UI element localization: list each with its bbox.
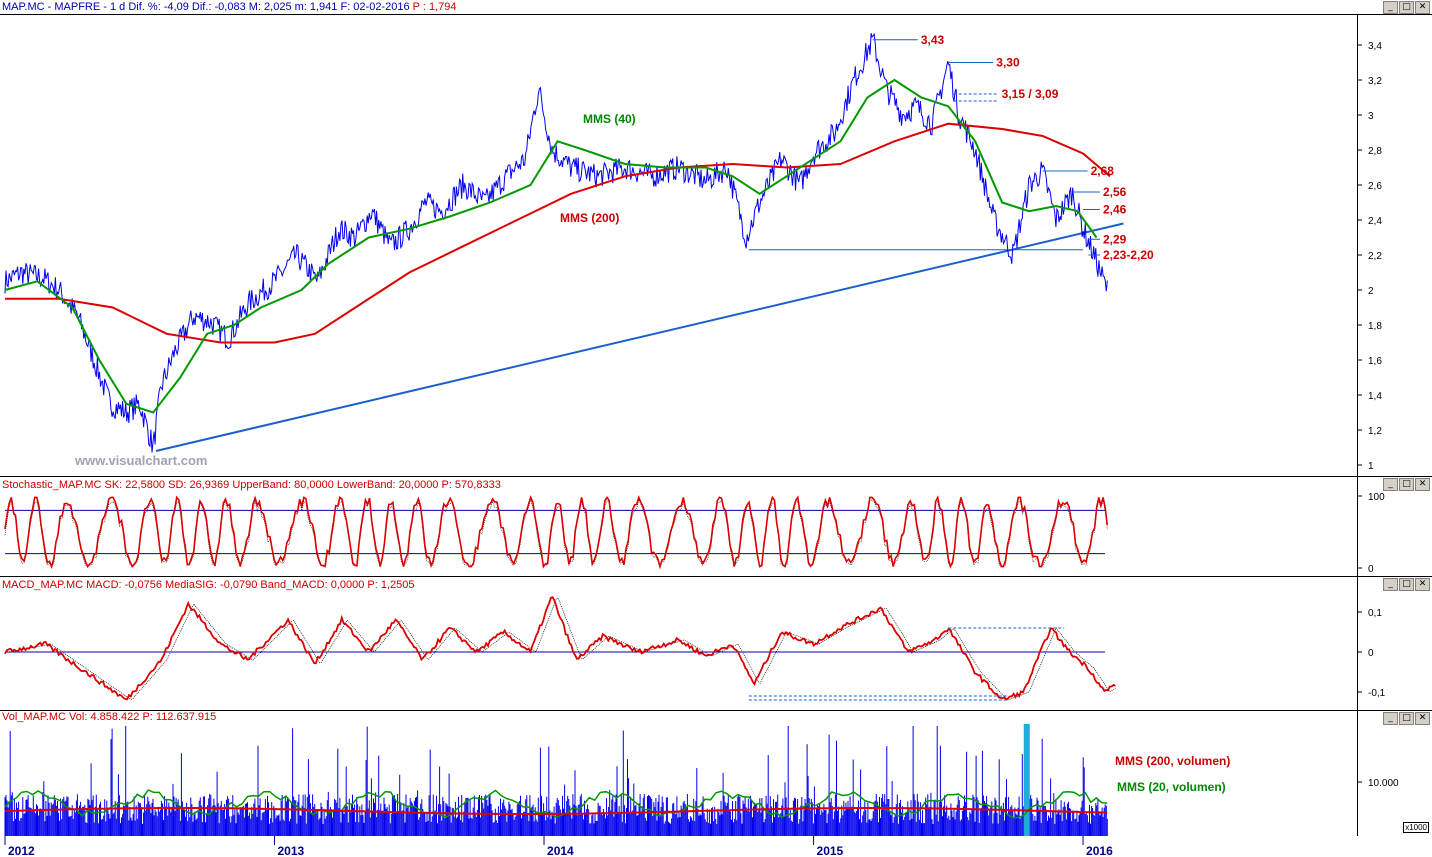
y-tick-label: 10.000: [1368, 778, 1399, 789]
y-tick-label: 0: [1368, 564, 1374, 575]
minimize-button[interactable]: _: [1383, 1, 1398, 14]
stochastic-header: Stochastic_MAP.MC SK: 22,5800 SD: 26,936…: [2, 479, 501, 491]
stoch-sd-line: [4, 498, 1108, 567]
volume-mms20-line: [4, 789, 1108, 819]
volume-header: Vol_MAP.MC Vol: 4.858.422 P: 112.637.915: [2, 711, 217, 723]
volume-mms200-label: MMS (200, volumen): [1115, 754, 1230, 768]
y-tick-label: 100: [1368, 492, 1385, 503]
x-tick-label: 2014: [547, 844, 574, 857]
annotation-label: 3,30: [996, 56, 1020, 70]
volume-mms200-line: [4, 807, 1108, 815]
macd-signal-line: [5, 597, 1116, 701]
maximize-button[interactable]: □: [1399, 712, 1414, 725]
y-tick-label: 1,6: [1368, 356, 1382, 367]
y-tick-label: 2,2: [1368, 251, 1382, 262]
y-tick-label: 2: [1368, 286, 1374, 297]
mms200-line: [5, 122, 1111, 344]
separator: [0, 710, 1432, 711]
y-tick-label: 3,4: [1368, 41, 1382, 52]
price-header: MAP.MC - MAPFRE - 1 d Dif. %: -4,09 Dif.…: [2, 0, 456, 14]
y-tick-label: 2,6: [1368, 181, 1382, 192]
annotation-label: 2,46: [1103, 203, 1127, 217]
x-tick-label: 2013: [278, 844, 305, 857]
close-button[interactable]: ✕: [1415, 478, 1430, 491]
maximize-button[interactable]: □: [1399, 478, 1414, 491]
annotation-label: 2,56: [1103, 185, 1127, 199]
annotation-label: 2,23-2,20: [1103, 248, 1154, 262]
annotation-label: 2,29: [1103, 232, 1127, 246]
y-tick-label: 0: [1368, 648, 1374, 659]
minimize-button[interactable]: _: [1383, 478, 1398, 491]
mms40-line: [4, 78, 1098, 414]
separator: [0, 476, 1432, 477]
minimize-button[interactable]: _: [1383, 578, 1398, 591]
y-tick-label: 1: [1368, 461, 1374, 472]
y-axis-separator: [1357, 14, 1358, 836]
separator: [0, 14, 1432, 15]
watermark: www.visualchart.com: [74, 453, 207, 468]
price-header-p: P : 1,794: [412, 1, 457, 13]
separator: [0, 576, 1432, 577]
volume-mms20-label: MMS (20, volumen): [1117, 780, 1226, 794]
macd-header: MACD_MAP.MC MACD: -0,0756 MediaSIG: -0,0…: [2, 579, 415, 591]
annotation-label: 3,43: [921, 33, 945, 47]
minimize-button[interactable]: _: [1383, 712, 1398, 725]
price-window-buttons: _ □ ✕: [1383, 1, 1430, 14]
close-button[interactable]: ✕: [1415, 1, 1430, 14]
x-tick-label: 2015: [817, 844, 844, 857]
price-panel: MAP.MC - MAPFRE - 1 d Dif. %: -4,09 Dif.…: [2, 0, 1430, 14]
volume-highlight: [1023, 724, 1030, 836]
annotation-label: 3,15 / 3,09: [1002, 87, 1059, 101]
stochastic-window-buttons: _ □ ✕: [1383, 478, 1430, 491]
x-tick-label: 2012: [8, 844, 35, 857]
mms200-label: MMS (200): [560, 211, 619, 225]
y-tick-label: 1,2: [1368, 426, 1382, 437]
annotation-label: 2,68: [1091, 164, 1115, 178]
volume-window-buttons: _ □ ✕: [1383, 712, 1430, 725]
macd-window-buttons: _ □ ✕: [1383, 578, 1430, 591]
stoch-sk-line: [4, 494, 1109, 570]
y-tick-label: 1,8: [1368, 321, 1382, 332]
macd-line: [4, 596, 1116, 701]
maximize-button[interactable]: □: [1399, 1, 1414, 14]
y-tick-label: 2,4: [1368, 216, 1382, 227]
y-tick-label: -0,1: [1368, 688, 1386, 699]
close-button[interactable]: ✕: [1415, 712, 1430, 725]
volume-unit: x1000: [1403, 822, 1429, 833]
y-tick-label: 3,2: [1368, 76, 1382, 87]
mms40-label: MMS (40): [583, 112, 636, 126]
price-series: [4, 32, 1108, 453]
y-tick-label: 3: [1368, 111, 1374, 122]
y-tick-label: 1,4: [1368, 391, 1382, 402]
y-tick-label: 0,1: [1368, 608, 1382, 619]
close-button[interactable]: ✕: [1415, 578, 1430, 591]
y-tick-label: 2,8: [1368, 146, 1382, 157]
maximize-button[interactable]: □: [1399, 578, 1414, 591]
price-header-text: MAP.MC - MAPFRE - 1 d Dif. %: -4,09 Dif.…: [2, 1, 410, 13]
x-tick-label: 2016: [1086, 844, 1113, 857]
trendline: [155, 222, 1124, 452]
macd-panel: MACD_MAP.MC MACD: -0,0756 MediaSIG: -0,0…: [0, 576, 1432, 711]
